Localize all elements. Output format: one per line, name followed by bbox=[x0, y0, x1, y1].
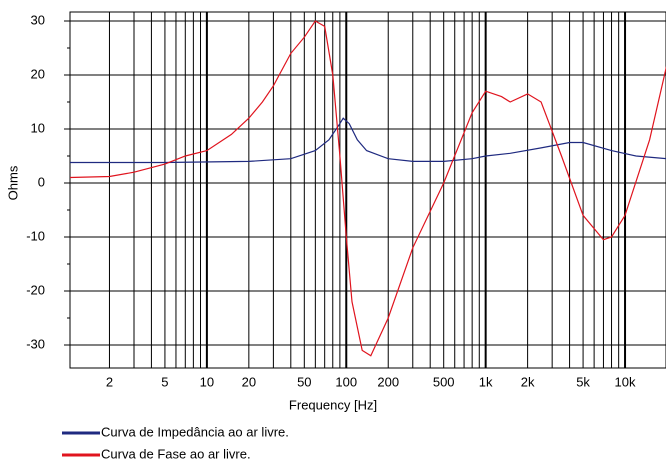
legend-label: Curva de Fase ao ar livre. bbox=[101, 446, 251, 461]
x-tick-label: 1k bbox=[479, 374, 493, 389]
plot-frame bbox=[69, 11, 666, 369]
y-tick-label: 10 bbox=[31, 120, 45, 135]
x-tick-label: 2 bbox=[106, 374, 113, 389]
x-tick-label: 200 bbox=[377, 374, 399, 389]
y-tick-label: 0 bbox=[38, 174, 45, 189]
x-axis-label: Frequency [Hz] bbox=[289, 397, 377, 412]
x-tick-label: 500 bbox=[433, 374, 455, 389]
y-tick-label: -10 bbox=[26, 228, 45, 243]
x-tick-label: 5k bbox=[576, 374, 590, 389]
x-tick-label: 10 bbox=[200, 374, 214, 389]
x-tick-label: 2k bbox=[521, 374, 535, 389]
y-tick-label: -30 bbox=[26, 336, 45, 351]
series-line bbox=[70, 117, 666, 164]
x-tick-label: 100 bbox=[335, 374, 357, 389]
y-tick-label: 20 bbox=[31, 66, 45, 81]
y-tick-label: -20 bbox=[26, 282, 45, 297]
legend-label: Curva de Impedância ao ar livre. bbox=[101, 424, 289, 439]
x-tick-label: 5 bbox=[161, 374, 168, 389]
y-tick-label: 30 bbox=[31, 12, 45, 27]
x-tick-label: 50 bbox=[297, 374, 311, 389]
y-axis-label: Ohms bbox=[5, 165, 20, 200]
x-tick-label: 20 bbox=[242, 374, 256, 389]
series-line bbox=[70, 20, 666, 357]
x-tick-label: 10k bbox=[615, 374, 636, 389]
